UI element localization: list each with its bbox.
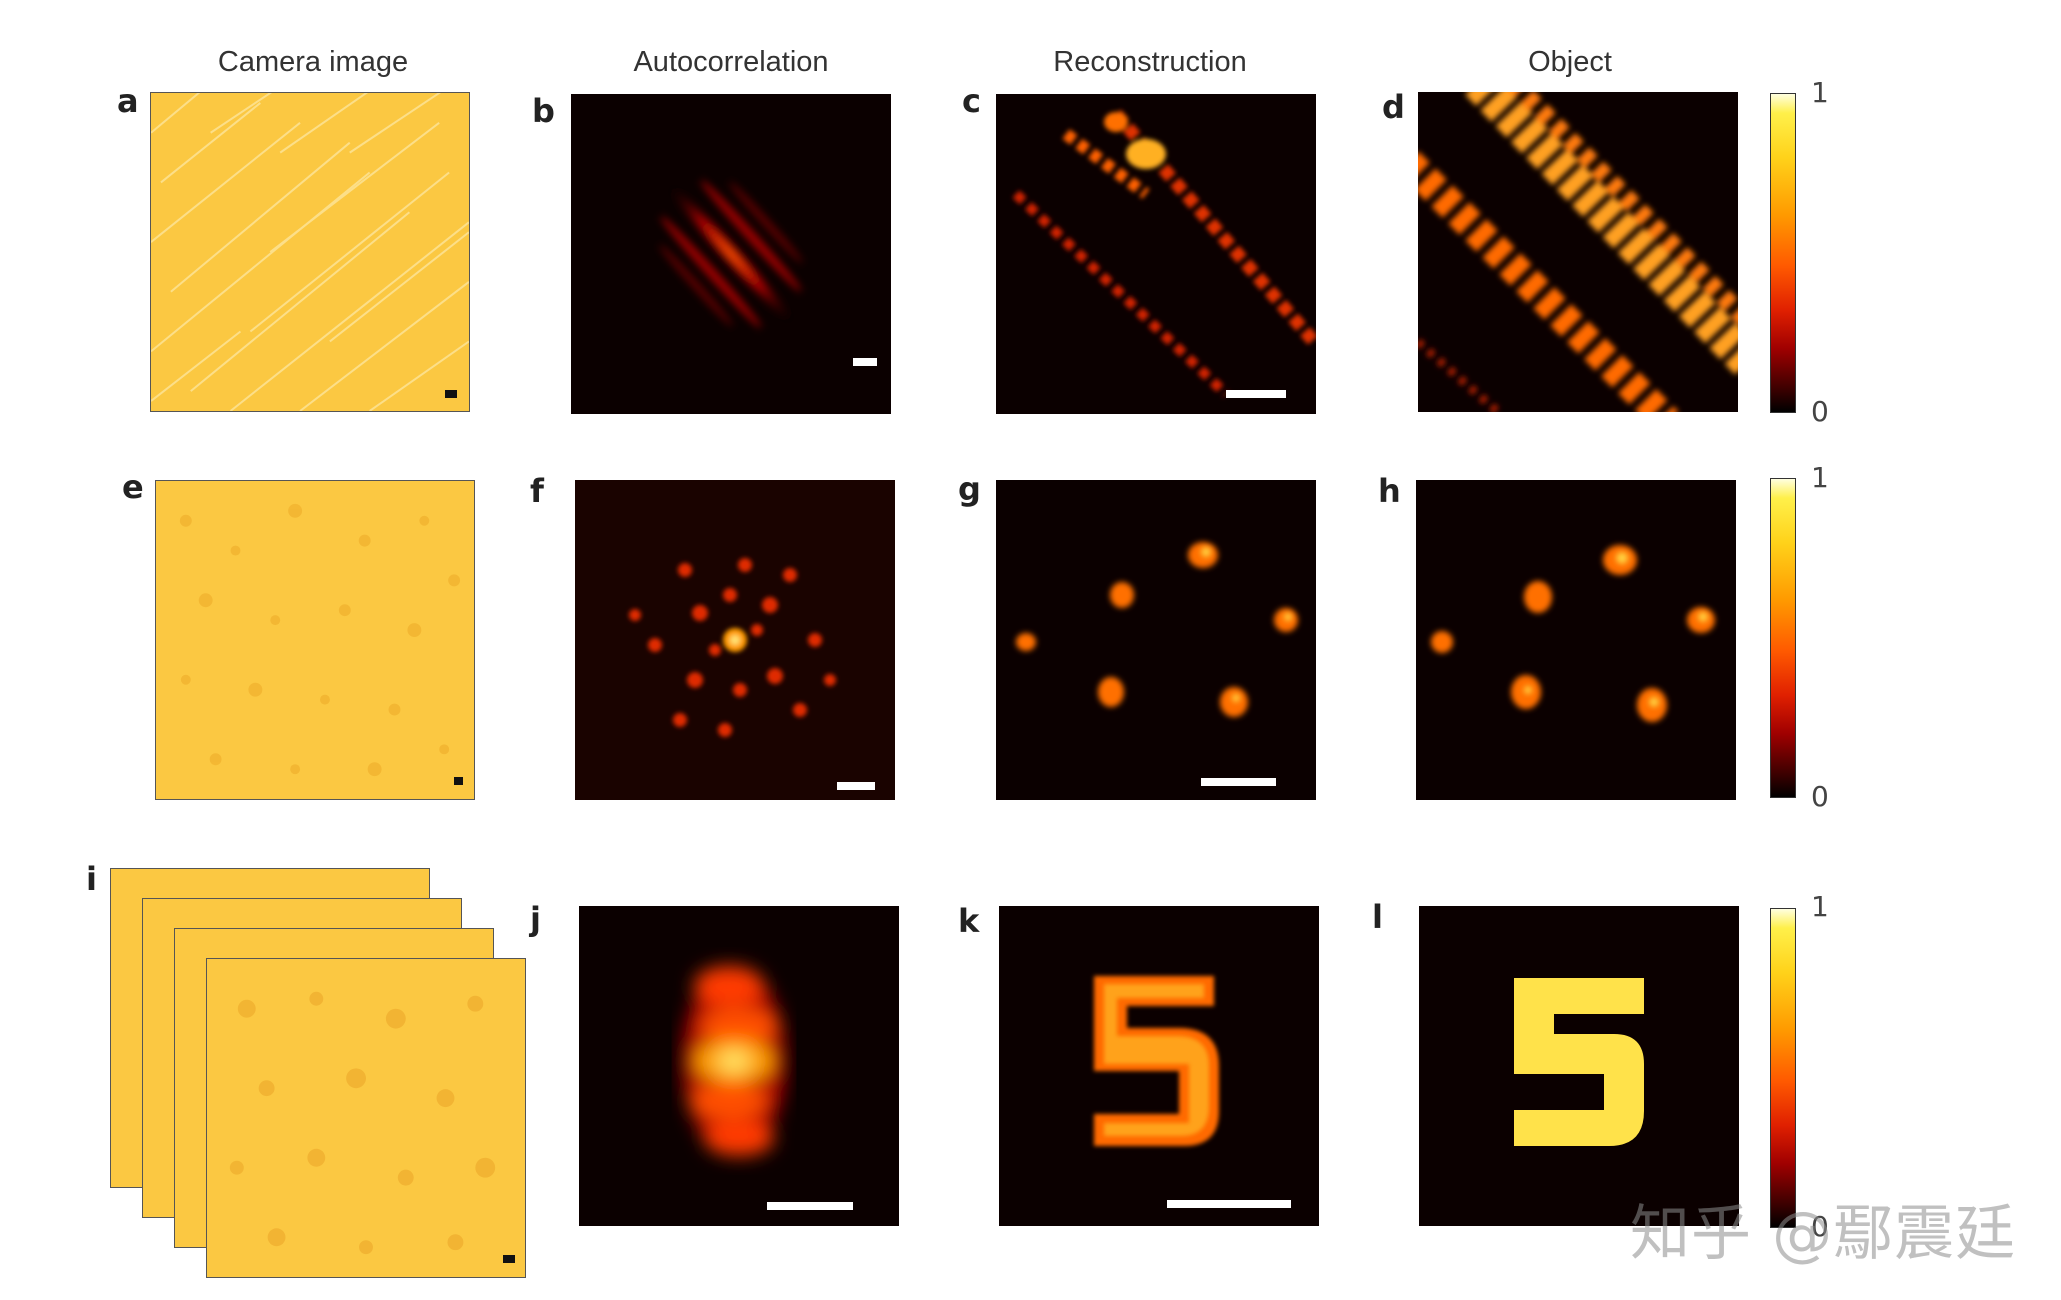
panel-letter-l: l <box>1372 898 1383 936</box>
colorbar-row2-min-label: 0 <box>1811 780 1829 813</box>
panel-letter-f: f <box>530 472 544 510</box>
autocorrelation-panel-j <box>579 906 899 1226</box>
scale-bar-e <box>454 777 463 785</box>
reconstruction-panel-k <box>999 906 1319 1226</box>
scale-bar-c <box>1226 390 1286 398</box>
panel-letter-e: e <box>122 468 144 506</box>
object-panel-d <box>1418 92 1738 412</box>
autocorrelation-spots-image <box>629 558 836 737</box>
scale-bar-f <box>837 782 875 790</box>
autocorrelation-blur-image <box>682 966 786 1156</box>
reconstructed-digit-5-image <box>1094 976 1219 1146</box>
object-blobs-image <box>1431 545 1715 722</box>
colorbar-row1 <box>1770 93 1796 413</box>
column-title-reconstruction: Reconstruction <box>1053 46 1247 78</box>
autocorrelation-panel-b <box>571 94 891 414</box>
speckle-streaks-image <box>151 93 469 411</box>
watermark: 知乎 @鄢震廷 <box>1630 1199 2017 1269</box>
scale-bar-b <box>853 358 877 366</box>
column-title-autocorrelation: Autocorrelation <box>633 46 829 78</box>
speckle-pattern-image <box>229 991 496 1255</box>
colorbar-row3-min-label: 0 <box>1811 1210 1829 1243</box>
scale-bar-k <box>1167 1200 1291 1208</box>
panel-letter-j: j <box>530 900 541 938</box>
scale-bar-a <box>445 390 457 398</box>
stack-frame-4 <box>206 958 526 1278</box>
colorbar-row1-max-label: 1 <box>1811 76 1829 109</box>
panel-letter-g: g <box>958 470 981 508</box>
column-title-camera-image: Camera image <box>217 46 409 78</box>
autocorrelation-fringes-image <box>659 180 803 328</box>
reconstruction-blobs-image <box>1016 542 1298 717</box>
object-stripes-image <box>1418 92 1738 412</box>
colorbar-row3 <box>1770 908 1796 1228</box>
panel-letter-a: a <box>117 82 139 120</box>
panel-letter-k: k <box>958 902 980 940</box>
scale-bar-g <box>1201 778 1276 786</box>
camera-image-panel-e <box>155 480 475 800</box>
column-title-object: Object <box>1528 46 1612 78</box>
speckle-dots-image <box>179 503 461 777</box>
scale-bar-i <box>503 1255 515 1263</box>
object-digit-5-image <box>1514 978 1644 1146</box>
colorbar-row2 <box>1770 478 1796 798</box>
colorbar-row2-max-label: 1 <box>1811 461 1829 494</box>
reconstruction-panel-c <box>996 94 1316 414</box>
reconstruction-panel-g <box>996 480 1316 800</box>
camera-image-panel-a <box>150 92 470 412</box>
object-panel-l <box>1419 906 1739 1226</box>
object-panel-h <box>1416 480 1736 800</box>
panel-letter-h: h <box>1378 472 1401 510</box>
panel-letter-c: c <box>962 82 981 120</box>
autocorrelation-panel-f <box>575 480 895 800</box>
panel-letter-i: i <box>86 860 97 898</box>
reconstruction-stripes-image <box>1012 109 1316 398</box>
colorbar-row1-min-label: 0 <box>1811 395 1829 428</box>
colorbar-row3-max-label: 1 <box>1811 890 1829 923</box>
panel-letter-d: d <box>1382 88 1405 126</box>
panel-letter-b: b <box>532 92 555 130</box>
scale-bar-j <box>767 1202 853 1210</box>
